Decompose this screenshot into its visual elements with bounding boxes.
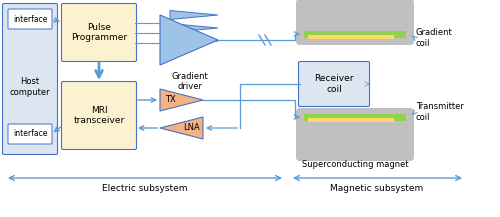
- Text: Superconducting magnet: Superconducting magnet: [302, 160, 408, 169]
- FancyBboxPatch shape: [296, 108, 414, 161]
- FancyBboxPatch shape: [8, 124, 52, 144]
- Bar: [308, 35, 394, 39]
- FancyBboxPatch shape: [2, 3, 58, 155]
- Bar: [304, 114, 406, 121]
- Bar: [304, 31, 406, 38]
- Polygon shape: [170, 10, 218, 20]
- Polygon shape: [160, 15, 218, 65]
- Text: Electric subsystem: Electric subsystem: [102, 184, 188, 193]
- Text: Host
computer: Host computer: [10, 77, 50, 97]
- Text: LNA: LNA: [182, 123, 200, 133]
- Text: Pulse
Programmer: Pulse Programmer: [71, 23, 127, 42]
- Polygon shape: [160, 89, 203, 111]
- Text: Transmitter
coil: Transmitter coil: [416, 102, 464, 122]
- Text: Magnetic subsystem: Magnetic subsystem: [330, 184, 424, 193]
- Text: Gradient
driver: Gradient driver: [172, 72, 208, 91]
- Text: Gradient
coil: Gradient coil: [416, 28, 453, 48]
- Bar: [308, 118, 394, 122]
- Text: interface: interface: [13, 15, 47, 23]
- FancyBboxPatch shape: [296, 0, 414, 45]
- Polygon shape: [170, 36, 218, 46]
- FancyBboxPatch shape: [298, 61, 370, 107]
- Polygon shape: [160, 117, 203, 139]
- FancyBboxPatch shape: [62, 82, 136, 150]
- Text: MRI
transceiver: MRI transceiver: [74, 106, 124, 125]
- Polygon shape: [170, 23, 218, 33]
- Text: interface: interface: [13, 130, 47, 138]
- FancyBboxPatch shape: [62, 3, 136, 61]
- FancyBboxPatch shape: [8, 9, 52, 29]
- Text: TX: TX: [164, 95, 175, 105]
- Text: Receiver
coil: Receiver coil: [314, 74, 354, 94]
